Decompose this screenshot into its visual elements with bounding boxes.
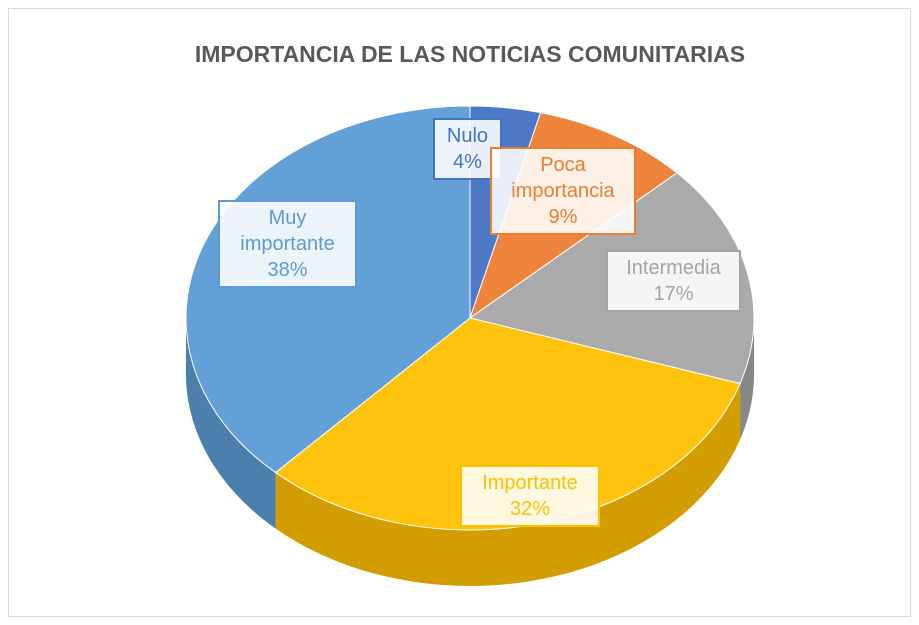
data-label: Importante 32%: [460, 465, 600, 527]
data-label: Muy importante 38%: [218, 200, 357, 288]
data-label: Intermedia 17%: [606, 250, 741, 312]
label-value: 38%: [267, 259, 308, 281]
label-value: 9%: [548, 206, 578, 228]
slice: [185, 105, 471, 474]
data-label: Poca importancia 9%: [490, 147, 636, 235]
label-value: 4%: [453, 151, 482, 173]
slice-side-shade: [186, 318, 276, 529]
label-category: Nulo: [446, 125, 489, 147]
slice-side: [275, 383, 741, 586]
label-category: Poca importancia: [511, 154, 615, 202]
slice-side-shade: [275, 383, 741, 586]
data-label: Nulo 4%: [433, 118, 502, 180]
label-value: 17%: [653, 283, 694, 305]
chart-border: [8, 8, 911, 617]
label-category: Importante: [482, 472, 578, 494]
slice-side: [186, 318, 276, 529]
chart-title: IMPORTANCIA DE LAS NOTICIAS COMUNITARIAS: [195, 41, 745, 67]
label-category: Muy importante: [240, 207, 335, 255]
slice-side-shade: [740, 318, 754, 440]
slice-side: [740, 318, 754, 440]
label-value: 32%: [509, 498, 551, 520]
label-category: Intermedia: [626, 257, 721, 279]
